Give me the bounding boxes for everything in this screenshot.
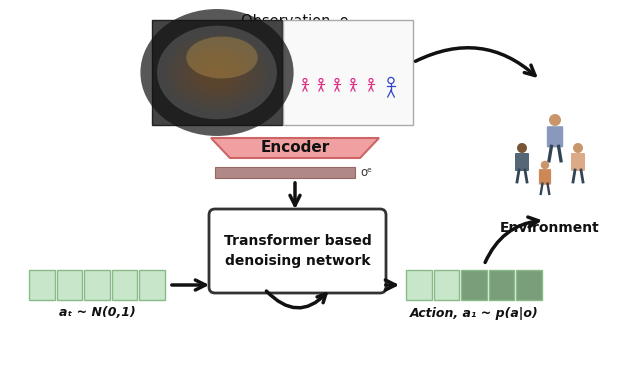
Bar	[406, 270, 431, 300]
Ellipse shape	[182, 46, 252, 99]
FancyArrowPatch shape	[485, 217, 538, 262]
Ellipse shape	[214, 70, 220, 75]
FancyBboxPatch shape	[547, 126, 563, 147]
Bar	[434, 270, 460, 300]
Text: Action, a₁ ~ p(a|o): Action, a₁ ~ p(a|o)	[410, 307, 538, 320]
Ellipse shape	[175, 41, 259, 104]
Text: oᵉ: oᵉ	[360, 166, 372, 179]
Ellipse shape	[196, 57, 238, 88]
Bar	[140, 270, 165, 300]
Ellipse shape	[172, 39, 262, 106]
Bar	[516, 270, 542, 300]
Ellipse shape	[203, 62, 231, 83]
Ellipse shape	[189, 52, 244, 93]
Ellipse shape	[179, 44, 255, 101]
Text: Transformer based
denoising network: Transformer based denoising network	[223, 234, 371, 268]
Circle shape	[549, 114, 561, 126]
Text: Encoder: Encoder	[260, 140, 330, 156]
Polygon shape	[211, 138, 379, 158]
Bar	[215, 167, 355, 178]
Text: Observation, o: Observation, o	[241, 14, 349, 29]
Circle shape	[517, 143, 527, 153]
FancyBboxPatch shape	[515, 153, 529, 171]
Text: Environment: Environment	[500, 221, 600, 235]
FancyBboxPatch shape	[539, 169, 551, 185]
Bar	[152, 20, 282, 125]
Ellipse shape	[186, 49, 248, 96]
Ellipse shape	[168, 36, 266, 109]
Circle shape	[573, 143, 583, 153]
Text: aₜ ~ N(0,1): aₜ ~ N(0,1)	[59, 307, 136, 320]
Ellipse shape	[186, 36, 258, 79]
Ellipse shape	[200, 60, 234, 86]
Bar	[112, 270, 138, 300]
FancyArrowPatch shape	[415, 48, 535, 75]
Bar	[461, 270, 487, 300]
Bar	[56, 270, 82, 300]
FancyBboxPatch shape	[571, 153, 585, 171]
Bar	[283, 20, 413, 125]
Ellipse shape	[165, 34, 269, 111]
FancyBboxPatch shape	[209, 209, 386, 293]
Circle shape	[541, 161, 549, 169]
Bar	[84, 270, 110, 300]
Ellipse shape	[210, 67, 224, 78]
Ellipse shape	[207, 65, 227, 80]
Bar	[29, 270, 54, 300]
Ellipse shape	[193, 54, 241, 91]
FancyArrowPatch shape	[266, 291, 326, 308]
Bar	[489, 270, 515, 300]
